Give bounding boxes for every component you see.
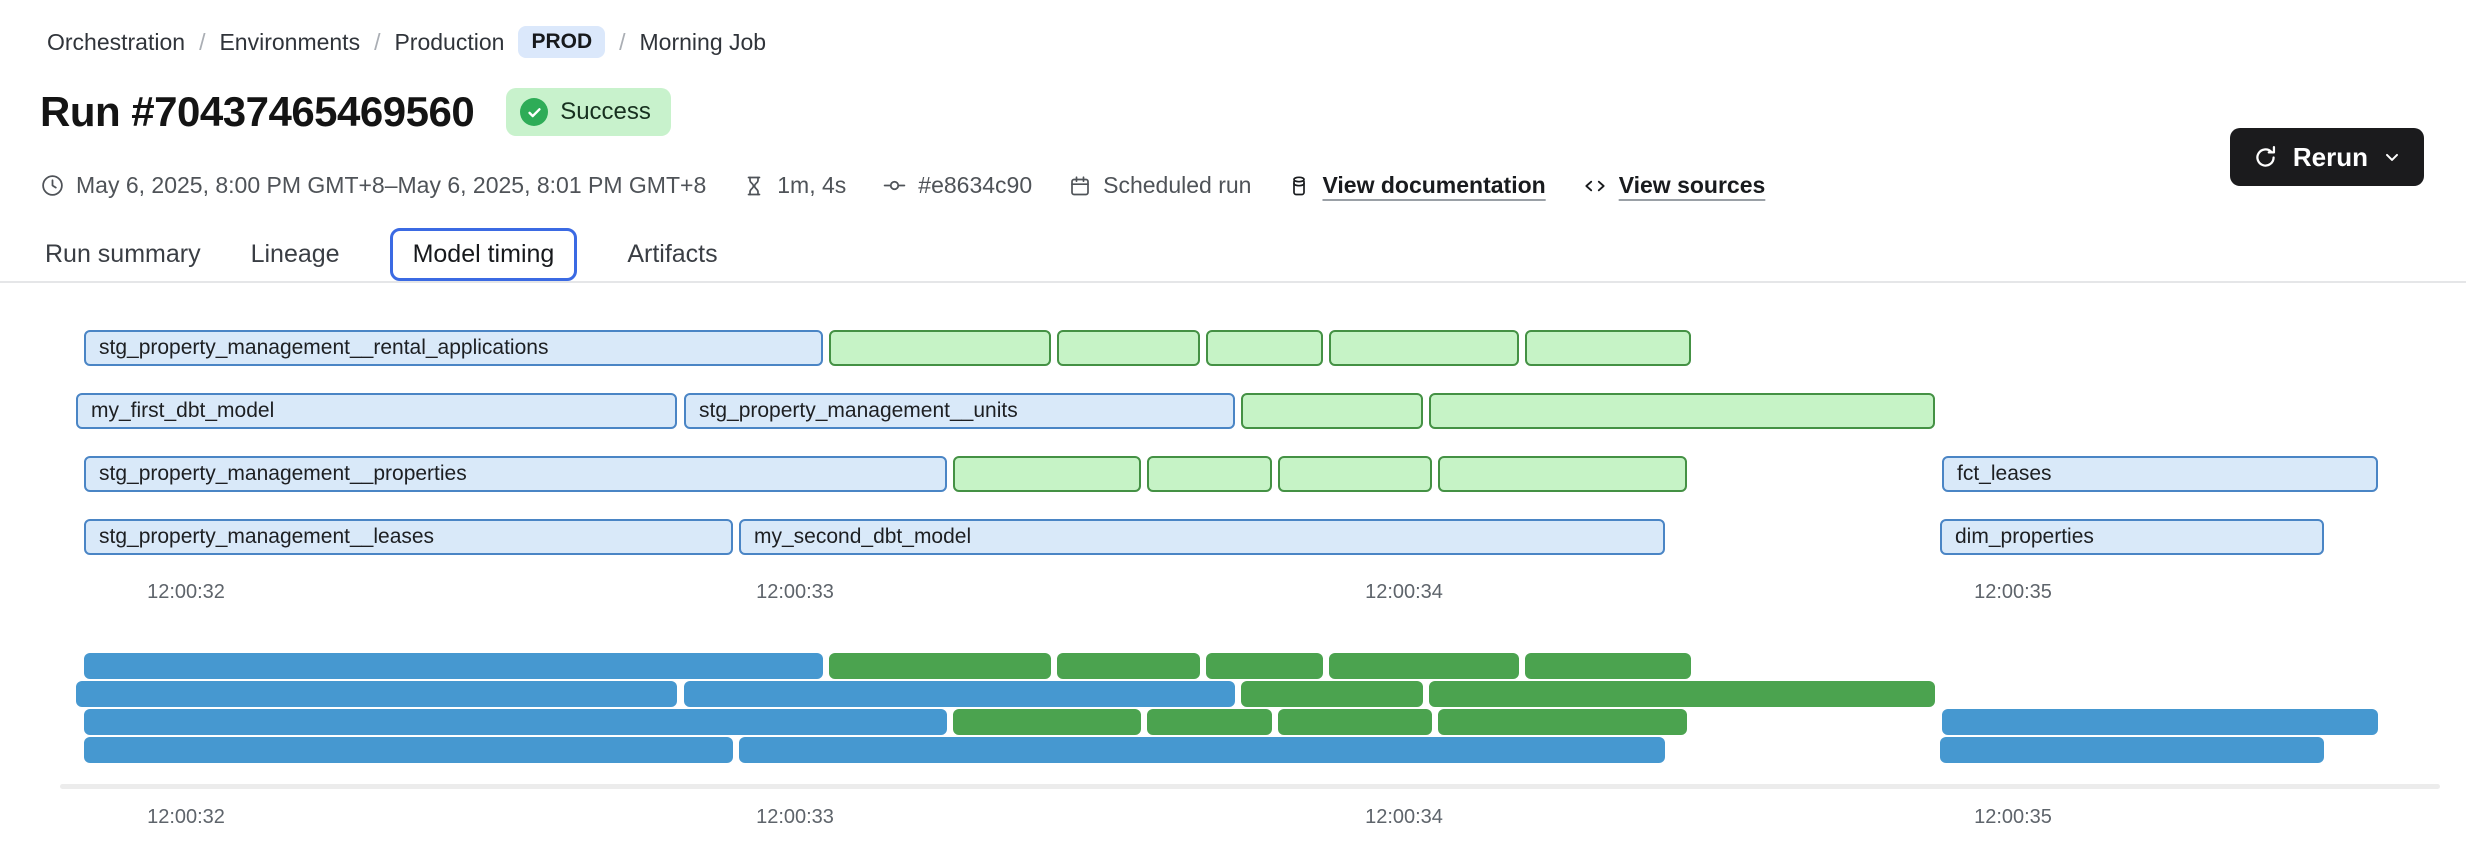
model-bar-stg_property_management__leases	[84, 737, 733, 763]
tab-artifacts[interactable]: Artifacts	[627, 230, 717, 279]
timing-bar	[1278, 709, 1432, 735]
model-bar-my_second_dbt_model	[739, 737, 1665, 763]
timing-bar	[1147, 709, 1272, 735]
model-bar-dim_properties[interactable]: dim_properties	[1940, 519, 2324, 555]
hourglass-icon	[747, 176, 761, 195]
model-bar-stg_property_management__properties	[84, 709, 947, 735]
refresh-icon	[2256, 145, 2275, 167]
tab-bar: Run summary Lineage Model timing Artifac…	[45, 226, 718, 282]
model-bar-label: stg_property_management__rental_applicat…	[99, 336, 549, 359]
timing-bar	[953, 709, 1141, 735]
model-bar-fct_leases	[1942, 709, 2378, 735]
model-bar-label: stg_property_management__leases	[99, 525, 435, 548]
tab-lineage[interactable]: Lineage	[251, 230, 340, 279]
breadcrumb-separator: /	[619, 28, 626, 55]
axis-tick-label: 12:00:33	[756, 806, 834, 828]
model-bar-stg_property_management__properties[interactable]: stg_property_management__properties	[84, 456, 947, 492]
model-bar-label: dim_properties	[1955, 525, 2094, 548]
page-title: Run #70437465469560	[40, 88, 475, 135]
axis-tick-label: 12:00:32	[147, 581, 225, 603]
chevron-down-icon	[2386, 153, 2398, 161]
rerun-button[interactable]: Rerun	[2229, 128, 2424, 186]
breadcrumb-environments[interactable]: Environments	[219, 28, 361, 55]
model-bar-stg_property_management__rental_applications[interactable]: stg_property_management__rental_applicat…	[84, 330, 823, 366]
model-bar-stg_property_management__units[interactable]: stg_property_management__units	[684, 393, 1235, 429]
status-label: Success	[560, 98, 651, 125]
model-bar-label: fct_leases	[1957, 462, 2052, 485]
timing-bar	[1429, 681, 1935, 707]
timing-bar[interactable]	[1241, 393, 1423, 429]
title-row: Run #70437465469560 Success	[40, 88, 671, 136]
timing-bar	[1206, 653, 1323, 679]
breadcrumb-separator: /	[199, 28, 206, 55]
timing-bar	[1438, 709, 1687, 735]
model-bar-my_first_dbt_model[interactable]: my_first_dbt_model	[76, 393, 677, 429]
timing-bar[interactable]	[1525, 330, 1691, 366]
timing-bar	[829, 653, 1051, 679]
model-bar-stg_property_management__units	[684, 681, 1235, 707]
model-bar-stg_property_management__leases[interactable]: stg_property_management__leases	[84, 519, 733, 555]
model-bar-label: my_first_dbt_model	[91, 399, 275, 422]
timing-bar	[1525, 653, 1691, 679]
run-commit: #e8634c90	[882, 172, 1032, 199]
environment-badge: PROD	[518, 26, 606, 58]
timing-bar[interactable]	[1278, 456, 1432, 492]
timing-bar	[1057, 653, 1200, 679]
timing-bar[interactable]	[953, 456, 1141, 492]
model-bar-label: stg_property_management__units	[699, 399, 1018, 422]
commit-icon	[884, 180, 906, 191]
run-duration: 1m, 4s	[742, 172, 846, 199]
breadcrumb-morning-job[interactable]: Morning Job	[639, 28, 767, 55]
axis-tick-label: 12:00:35	[1974, 581, 2052, 603]
tab-model-timing[interactable]: Model timing	[389, 227, 578, 281]
breadcrumb-orchestration[interactable]: Orchestration	[47, 28, 186, 55]
model-bar-label: my_second_dbt_model	[754, 525, 972, 548]
tabs-divider	[0, 281, 2466, 283]
model-bar-stg_property_management__rental_applications	[84, 653, 823, 679]
model-bar-dim_properties	[1940, 737, 2324, 763]
timing-bar[interactable]	[1147, 456, 1272, 492]
view-sources-link[interactable]: View sources	[1582, 172, 1765, 199]
horizontal-scrollbar[interactable]	[60, 784, 2440, 789]
run-trigger: Scheduled run	[1068, 172, 1251, 199]
axis-tick-label: 12:00:33	[756, 581, 834, 603]
breadcrumb: Orchestration / Environments / Productio…	[47, 26, 766, 58]
code-icon	[1585, 180, 1605, 191]
model-bar-label: stg_property_management__properties	[99, 462, 467, 485]
view-documentation-link[interactable]: View documentation	[1287, 172, 1546, 199]
tab-run-summary[interactable]: Run summary	[45, 230, 201, 279]
axis-tick-label: 12:00:35	[1974, 806, 2052, 828]
axis-tick-label: 12:00:32	[147, 806, 225, 828]
timing-bar[interactable]	[1206, 330, 1323, 366]
axis-tick-label: 12:00:34	[1365, 806, 1443, 828]
timing-bar[interactable]	[1329, 330, 1519, 366]
breadcrumb-separator: /	[374, 28, 381, 55]
run-metadata: May 6, 2025, 8:00 PM GMT+8–May 6, 2025, …	[40, 172, 1765, 199]
timing-bar[interactable]	[1438, 456, 1687, 492]
calendar-icon	[1071, 175, 1089, 195]
clock-icon	[42, 175, 63, 196]
model-bar-my_first_dbt_model	[76, 681, 677, 707]
model-bar-fct_leases[interactable]: fct_leases	[1942, 456, 2378, 492]
timing-bar[interactable]	[1429, 393, 1935, 429]
timing-bar	[1329, 653, 1519, 679]
timing-bar[interactable]	[1057, 330, 1200, 366]
timing-bar	[1241, 681, 1423, 707]
timing-bar[interactable]	[829, 330, 1051, 366]
run-time-range: May 6, 2025, 8:00 PM GMT+8–May 6, 2025, …	[40, 172, 706, 199]
document-icon	[1293, 175, 1306, 195]
axis-tick-label: 12:00:34	[1365, 581, 1443, 603]
model-bar-my_second_dbt_model[interactable]: my_second_dbt_model	[739, 519, 1665, 555]
breadcrumb-production[interactable]: Production	[394, 28, 505, 55]
success-check-icon	[520, 98, 549, 126]
status-badge: Success	[506, 88, 671, 136]
